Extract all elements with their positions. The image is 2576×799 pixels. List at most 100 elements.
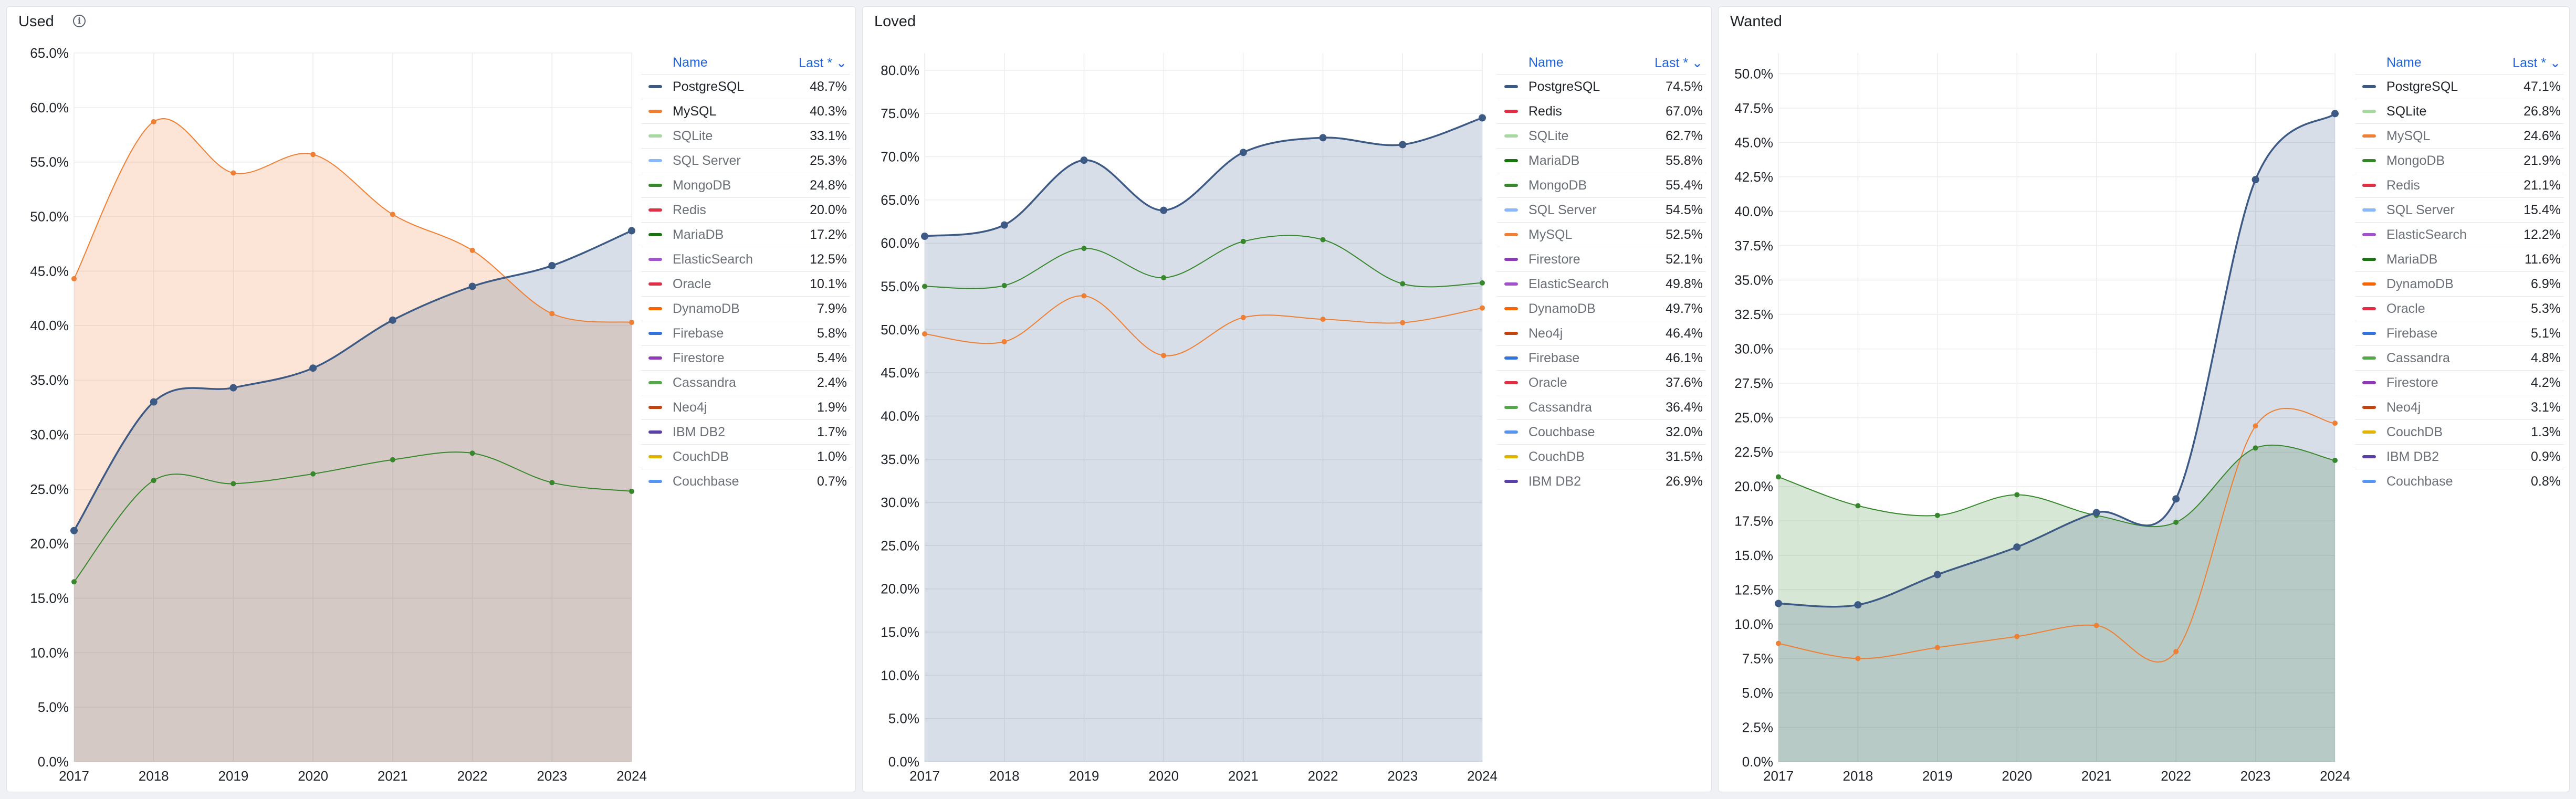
legend-swatch <box>648 208 662 212</box>
legend-item-value: 5.8% <box>817 326 847 341</box>
legend-item[interactable]: Firebase 5.8% <box>641 321 850 345</box>
legend-item[interactable]: SQLite 62.7% <box>1497 123 1706 148</box>
legend-item[interactable]: Cassandra 36.4% <box>1497 395 1706 419</box>
legend-item[interactable]: Firebase 5.1% <box>2355 321 2564 345</box>
legend-swatch <box>1504 208 1518 212</box>
legend-item-name: MongoDB <box>673 178 731 193</box>
legend-item[interactable]: MongoDB 24.8% <box>641 173 850 197</box>
legend-header-last[interactable]: Last * ⌄ <box>2512 56 2561 70</box>
legend-item[interactable]: SQLite 33.1% <box>641 123 850 148</box>
legend-item[interactable]: ElasticSearch 12.2% <box>2355 222 2564 247</box>
legend-header-name[interactable]: Name <box>1528 55 1564 70</box>
legend-item[interactable]: SQL Server 25.3% <box>641 148 850 173</box>
legend-item[interactable]: Firebase 46.1% <box>1497 345 1706 370</box>
legend-item[interactable]: MongoDB 55.4% <box>1497 173 1706 197</box>
legend-item[interactable]: DynamoDB 7.9% <box>641 296 850 321</box>
legend-swatch <box>1504 159 1518 162</box>
data-point <box>389 316 396 324</box>
legend-item[interactable]: IBM DB2 26.9% <box>1497 469 1706 493</box>
legend-item-name: Firestore <box>2386 375 2438 390</box>
legend-item-name: MongoDB <box>1528 178 1587 193</box>
data-point <box>1934 512 1940 518</box>
legend-item-value: 4.8% <box>2531 351 2561 365</box>
legend-item[interactable]: Oracle 5.3% <box>2355 296 2564 321</box>
legend-item[interactable]: PostgreSQL 47.1% <box>2355 74 2564 99</box>
legend-swatch <box>2362 455 2376 458</box>
series-line-postgresql <box>924 117 1483 237</box>
legend-item-value: 52.5% <box>1666 227 1703 242</box>
legend-item-value: 33.1% <box>810 129 847 143</box>
legend-item[interactable]: CouchDB 1.0% <box>641 444 850 469</box>
legend-header-last[interactable]: Last * ⌄ <box>1654 56 1703 70</box>
data-point <box>1320 317 1326 322</box>
legend-item-name: ElasticSearch <box>1528 277 1609 291</box>
data-point <box>1081 246 1087 251</box>
legend-item-name: MariaDB <box>673 227 724 242</box>
legend-item[interactable]: DynamoDB 49.7% <box>1497 296 1706 321</box>
x-tick-label: 2020 <box>2002 768 2032 784</box>
legend-item[interactable]: SQLite 26.8% <box>2355 99 2564 123</box>
legend-item[interactable]: SQL Server 54.5% <box>1497 197 1706 222</box>
legend-item-value: 1.0% <box>817 449 847 464</box>
legend-item[interactable]: PostgreSQL 48.7% <box>641 74 850 99</box>
legend-item[interactable]: MariaDB 17.2% <box>641 222 850 247</box>
legend-item-name: Couchbase <box>1528 425 1595 439</box>
legend-item[interactable]: CouchDB 1.3% <box>2355 419 2564 444</box>
legend-item[interactable]: Oracle 37.6% <box>1497 370 1706 395</box>
legend-item-value: 24.8% <box>810 178 847 193</box>
legend-item[interactable]: Firestore 52.1% <box>1497 247 1706 271</box>
legend-item[interactable]: SQL Server 15.4% <box>2355 197 2564 222</box>
legend-item[interactable]: PostgreSQL 74.5% <box>1497 74 1706 99</box>
legend-header-last[interactable]: Last * ⌄ <box>799 56 847 70</box>
legend-item-value: 15.4% <box>2523 203 2561 217</box>
legend-item[interactable]: MySQL 52.5% <box>1497 222 1706 247</box>
legend-item-name: Firebase <box>1528 351 1580 365</box>
legend-item-name: Firebase <box>2386 326 2438 341</box>
legend-item[interactable]: Oracle 10.1% <box>641 271 850 296</box>
info-icon[interactable]: i <box>73 15 86 27</box>
legend-swatch <box>648 282 662 286</box>
legend-swatch <box>1504 134 1518 138</box>
legend-item-value: 74.5% <box>1666 79 1703 94</box>
x-tick-label: 2022 <box>1308 768 1338 784</box>
legend-item[interactable]: Neo4j 1.9% <box>641 395 850 419</box>
legend-item[interactable]: IBM DB2 1.7% <box>641 419 850 444</box>
legend-item[interactable]: DynamoDB 6.9% <box>2355 271 2564 296</box>
legend-item[interactable]: Redis 67.0% <box>1497 99 1706 123</box>
legend-item[interactable]: Neo4j 46.4% <box>1497 321 1706 345</box>
y-tick-label: 55.0% <box>881 279 919 295</box>
legend-item[interactable]: Couchbase 0.7% <box>641 469 850 493</box>
legend-item[interactable]: Neo4j 3.1% <box>2355 395 2564 419</box>
legend-item-value: 46.1% <box>1666 351 1703 365</box>
legend-item[interactable]: CouchDB 31.5% <box>1497 444 1706 469</box>
legend-item-value: 37.6% <box>1666 375 1703 390</box>
legend-item[interactable]: Cassandra 2.4% <box>641 370 850 395</box>
legend-header: Name Last * ⌄ <box>641 51 850 74</box>
legend-item[interactable]: Couchbase 32.0% <box>1497 419 1706 444</box>
x-tick-label: 2021 <box>1228 768 1259 784</box>
legend-item[interactable]: MySQL 24.6% <box>2355 123 2564 148</box>
legend-item[interactable]: Cassandra 4.8% <box>2355 345 2564 370</box>
legend-item[interactable]: ElasticSearch 49.8% <box>1497 271 1706 296</box>
legend-item[interactable]: Redis 20.0% <box>641 197 850 222</box>
legend-item[interactable]: MongoDB 21.9% <box>2355 148 2564 173</box>
data-point <box>2014 492 2020 498</box>
legend-item[interactable]: Redis 21.1% <box>2355 173 2564 197</box>
legend-header-name[interactable]: Name <box>673 55 708 70</box>
legend-item[interactable]: MariaDB 55.8% <box>1497 148 1706 173</box>
legend-item[interactable]: Couchbase 0.8% <box>2355 469 2564 493</box>
legend-item[interactable]: IBM DB2 0.9% <box>2355 444 2564 469</box>
data-point <box>1000 221 1008 229</box>
legend-item[interactable]: Firestore 4.2% <box>2355 370 2564 395</box>
legend-swatch <box>648 307 662 310</box>
legend-item[interactable]: ElasticSearch 12.5% <box>641 247 850 271</box>
legend-item-value: 17.2% <box>810 227 847 242</box>
legend-item-name: CouchDB <box>1528 449 1585 464</box>
legend-header-name[interactable]: Name <box>2386 55 2422 70</box>
legend-item-value: 54.5% <box>1666 203 1703 217</box>
legend-item[interactable]: Firestore 5.4% <box>641 345 850 370</box>
legend-item-name: Cassandra <box>2386 351 2450 365</box>
legend-swatch <box>1504 480 1518 483</box>
legend-item[interactable]: MySQL 40.3% <box>641 99 850 123</box>
legend-item[interactable]: MariaDB 11.6% <box>2355 247 2564 271</box>
